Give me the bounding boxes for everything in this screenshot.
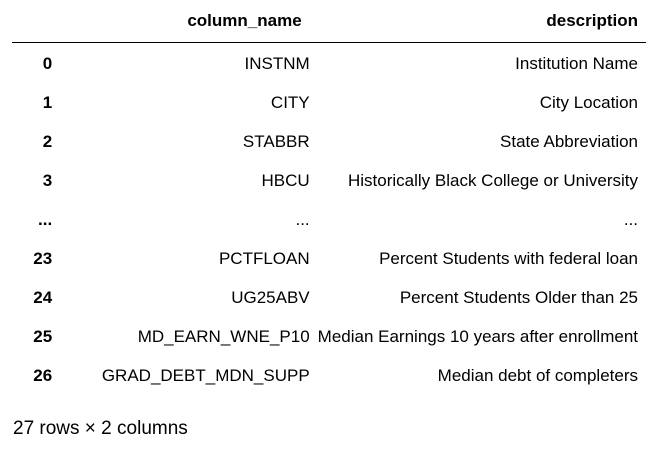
table-row-ellipsis: ... ... ... (12, 201, 646, 240)
header-description: description (309, 0, 646, 43)
table-row: 2 STABBR State Abbreviation (12, 123, 646, 162)
cell-column-name: STABBR (242, 132, 310, 151)
cell-description: Institution Name (515, 54, 638, 74)
row-index: 2 (42, 132, 53, 151)
cell-column-name: INSTNM (244, 54, 310, 74)
dataframe-output: column_name description 0 INSTNM Institu… (12, 0, 646, 396)
cell-description: Historically Black College or University (347, 171, 638, 190)
cell-description: City Location (539, 93, 638, 112)
table-row: 24 UG25ABV Percent Students Older than 2… (12, 279, 646, 318)
cell-description: State Abbreviation (500, 132, 638, 151)
row-index: ... (38, 210, 53, 229)
row-index: 23 (33, 249, 53, 268)
cell-description: Percent Students Older than 25 (399, 288, 638, 307)
table-row: 26 GRAD_DEBT_MDN_SUPP Median debt of com… (12, 357, 646, 396)
cell-column-name: ... (295, 210, 310, 229)
table-row: 0 INSTNM Institution Name (12, 43, 646, 84)
table-row: 25 MD_EARN_WNE_P10 Median Earnings 10 ye… (12, 318, 646, 357)
row-index: 3 (42, 171, 53, 190)
cell-column-name: MD_EARN_WNE_P10 (137, 327, 310, 346)
cell-description: Percent Students with federal loan (379, 249, 638, 268)
cell-description: Median Earnings 10 years after enrollmen… (317, 327, 638, 346)
table-body: 0 INSTNM Institution Name 1 CITY City Lo… (12, 43, 646, 396)
table-row: 1 CITY City Location (12, 84, 646, 123)
header-index (12, 0, 61, 43)
row-index: 25 (33, 327, 53, 346)
row-index: 0 (42, 54, 53, 74)
cell-column-name: GRAD_DEBT_MDN_SUPP (101, 366, 310, 385)
cell-column-name: HBCU (261, 171, 310, 190)
dataframe-shape-footer: 27 rows × 2 columns (13, 418, 188, 439)
row-index: 1 (42, 93, 53, 112)
header-row: column_name description (12, 0, 646, 43)
cell-description: ... (623, 210, 638, 229)
header-column-name: column_name (60, 0, 310, 43)
cell-column-name: CITY (270, 93, 310, 112)
row-index: 24 (33, 288, 53, 307)
table-row: 3 HBCU Historically Black College or Uni… (12, 162, 646, 201)
row-index: 26 (33, 366, 53, 385)
dataframe-table: column_name description 0 INSTNM Institu… (12, 0, 646, 396)
table-header: column_name description (12, 0, 646, 43)
cell-description: Median debt of completers (437, 366, 638, 385)
cell-column-name: PCTFLOAN (218, 249, 310, 268)
table-row: 23 PCTFLOAN Percent Students with federa… (12, 240, 646, 279)
cell-column-name: UG25ABV (231, 288, 310, 307)
